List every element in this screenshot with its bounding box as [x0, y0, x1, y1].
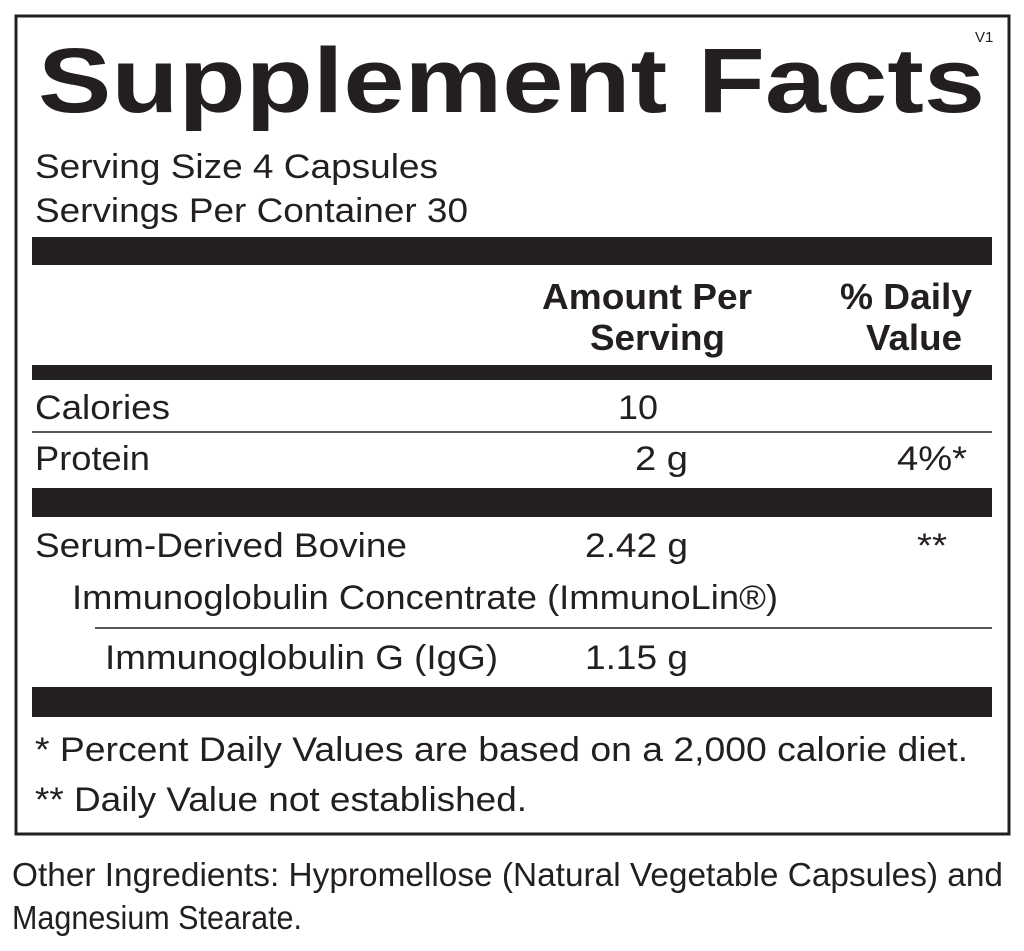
other-ingredients: Other Ingredients: Hypromellose (Natural… [12, 856, 1003, 893]
row-amount: 10 [618, 389, 658, 427]
row-dv: 4%* [897, 440, 967, 478]
header: Amount Per [542, 276, 752, 317]
thick-rule [32, 365, 992, 380]
row-name: Serum-Derived Bovine [35, 527, 407, 565]
other-ingredients: Magnesium Stearate. [12, 899, 302, 936]
panel-border [14, 14, 1011, 836]
row-name: Immunoglobulin Concentrate (ImmunoLin®) [72, 579, 778, 617]
title: Supplement Facts [38, 30, 985, 132]
row-name: Calories [35, 389, 170, 427]
header: Value [866, 317, 962, 358]
serving-size: Serving Size 4 Capsules [35, 148, 438, 186]
row-dv: ** [917, 527, 947, 565]
thick-rule [32, 488, 992, 517]
row-amount: 1.15 g [585, 639, 688, 677]
servings-per-container: Servings Per Container 30 [35, 192, 468, 230]
row-name: Immunoglobulin G (IgG) [105, 639, 498, 677]
footnote: * Percent Daily Values are based on a 2,… [35, 731, 968, 769]
footnote: ** Daily Value not established. [35, 781, 527, 819]
row-amount: 2.42 g [585, 527, 688, 565]
header: Serving [590, 317, 725, 358]
row-amount: 2 g [635, 440, 688, 478]
header: % Daily [840, 276, 972, 317]
thick-rule [32, 237, 992, 265]
version: V1 [975, 29, 993, 46]
thick-rule [32, 687, 992, 717]
row-name: Protein [35, 440, 150, 478]
